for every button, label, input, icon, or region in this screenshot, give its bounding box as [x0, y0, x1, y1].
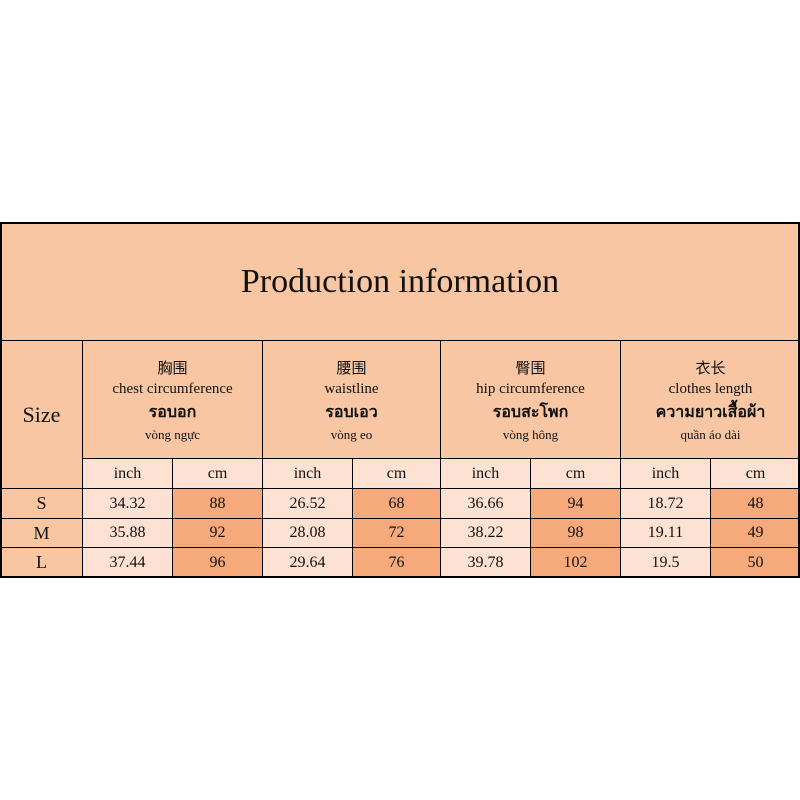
value-cell: 29.64: [262, 547, 353, 578]
value-cell: 94: [530, 488, 621, 519]
unit-label: inch: [440, 458, 531, 489]
unit-label: cm: [352, 458, 441, 489]
value-cell: 38.22: [440, 518, 531, 548]
value-cell: 18.72: [620, 488, 711, 519]
size-label: S: [0, 488, 83, 519]
header-vi: vòng hông: [502, 426, 559, 442]
header-en: clothes length: [668, 380, 753, 397]
value-cell: 48: [710, 488, 800, 519]
value-cell: 68: [352, 488, 441, 519]
value-cell: 76: [352, 547, 441, 578]
value-cell: 98: [530, 518, 621, 548]
header-en: waistline: [324, 380, 379, 397]
header-vi: vòng ngực: [144, 426, 201, 442]
header-th: รอบเอว: [325, 401, 378, 421]
value-cell: 35.88: [82, 518, 173, 548]
unit-label: cm: [530, 458, 621, 489]
value-cell: 50: [710, 547, 800, 578]
group-header: 衣长 clothes length ความยาวเสื้อผ้า quần áo d…: [620, 340, 800, 459]
value-cell: 19.5: [620, 547, 711, 578]
value-cell: 96: [172, 547, 263, 578]
unit-label: cm: [710, 458, 800, 489]
value-cell: 102: [530, 547, 621, 578]
value-cell: 28.08: [262, 518, 353, 548]
value-cell: 88: [172, 488, 263, 519]
value-cell: 26.52: [262, 488, 353, 519]
title: Production information: [0, 222, 800, 341]
unit-label: inch: [82, 458, 173, 489]
header-zh: 胸围: [157, 360, 188, 377]
value-cell: 92: [172, 518, 263, 548]
value-cell: 49: [710, 518, 800, 548]
unit-label: inch: [620, 458, 711, 489]
header-vi: quần áo dài: [680, 426, 741, 442]
group-header: 胸围 chest circumference รอบอก vòng ngực: [82, 340, 263, 459]
header-vi: vòng eo: [330, 426, 373, 442]
header-zh: 衣长: [695, 360, 726, 377]
value-cell: 36.66: [440, 488, 531, 519]
header-en: hip circumference: [476, 380, 585, 397]
header-th: ความยาวเสื้อผ้า: [655, 401, 766, 421]
value-cell: 34.32: [82, 488, 173, 519]
header-en: chest circumference: [112, 380, 233, 397]
value-cell: 37.44: [82, 547, 173, 578]
header-zh: 腰围: [336, 360, 367, 377]
corner: Size: [0, 340, 83, 489]
header-zh: 臀围: [515, 360, 546, 377]
group-header: 腰围 waistline รอบเอว vòng eo: [262, 340, 441, 459]
header-th: รอบสะโพก: [492, 401, 569, 421]
unit-label: cm: [172, 458, 263, 489]
value-cell: 19.11: [620, 518, 711, 548]
value-cell: 39.78: [440, 547, 531, 578]
unit-label: inch: [262, 458, 353, 489]
size-label: L: [0, 547, 83, 578]
size-label: M: [0, 518, 83, 548]
group-header: 臀围 hip circumference รอบสะโพก vòng hông: [440, 340, 621, 459]
value-cell: 72: [352, 518, 441, 548]
header-th: รอบอก: [148, 401, 197, 421]
